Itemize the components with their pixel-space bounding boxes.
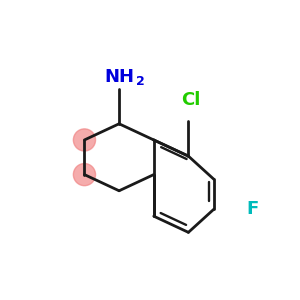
Text: Cl: Cl bbox=[181, 91, 200, 109]
Circle shape bbox=[74, 164, 95, 186]
Circle shape bbox=[74, 129, 95, 151]
Text: 2: 2 bbox=[136, 75, 145, 88]
Text: F: F bbox=[246, 200, 258, 218]
Text: NH: NH bbox=[104, 68, 134, 86]
